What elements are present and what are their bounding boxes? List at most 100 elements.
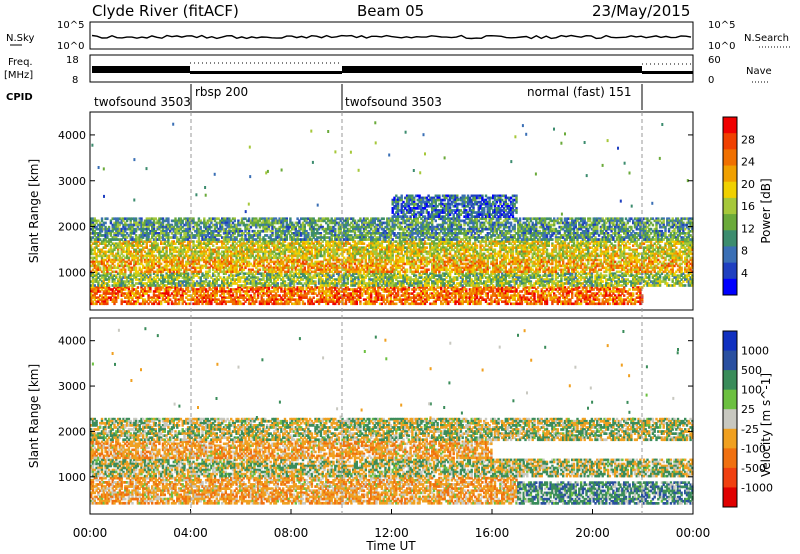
heatmap-cell <box>133 288 136 291</box>
heatmap-cell <box>431 286 434 289</box>
heatmap-cell <box>283 294 287 297</box>
heatmap-cell <box>355 300 358 303</box>
heatmap-cell <box>308 290 312 293</box>
heatmap-cell <box>400 288 403 291</box>
heatmap-cell <box>436 294 439 297</box>
heatmap-cell <box>174 296 177 299</box>
heatmap-cell <box>332 286 335 289</box>
heatmap-cell <box>287 300 290 303</box>
heatmap-cell <box>339 286 342 289</box>
heatmap-cell <box>242 286 245 289</box>
heatmap-cell <box>240 288 244 291</box>
heatmap-cell <box>274 292 278 295</box>
heatmap-cell <box>393 286 396 289</box>
heatmap-cell <box>247 298 251 301</box>
heatmap-cell <box>382 288 385 291</box>
heatmap-cell <box>145 292 148 295</box>
heatmap-cell <box>91 296 95 299</box>
heatmap-cell <box>323 300 326 303</box>
heatmap-cell <box>201 296 204 299</box>
heatmap-cell <box>102 290 105 293</box>
heatmap-cell <box>102 302 105 306</box>
heatmap-cell <box>206 292 210 295</box>
heatmap-cell <box>269 298 272 301</box>
heatmap-cell <box>186 294 190 297</box>
heatmap-cell <box>197 298 201 301</box>
heatmap-cell <box>373 292 376 295</box>
heatmap-cell <box>368 286 371 289</box>
heatmap-cell <box>208 288 211 291</box>
heatmap-cell <box>265 292 269 295</box>
heatmap-cell <box>328 296 332 299</box>
heatmap-cell <box>346 298 349 301</box>
heatmap-cell <box>113 300 116 303</box>
heatmap-cell <box>291 302 294 306</box>
heatmap-cell <box>400 286 403 289</box>
heatmap-cell <box>305 288 308 291</box>
heatmap-cell <box>330 292 333 295</box>
heatmap-cell <box>231 288 235 291</box>
heatmap-cell <box>269 300 272 303</box>
heatmap-cell <box>222 298 226 301</box>
heatmap-cell <box>344 288 348 291</box>
heatmap-cell <box>125 302 129 306</box>
heatmap-cell <box>233 290 236 293</box>
heatmap-cell <box>325 300 328 303</box>
heatmap-cell <box>131 298 134 301</box>
heatmap-cell <box>265 302 269 306</box>
heatmap-cell <box>425 298 428 301</box>
heatmap-cell <box>133 294 136 297</box>
heatmap-cell <box>283 292 287 295</box>
heatmap-cell <box>127 290 131 293</box>
heatmap-cell <box>326 288 330 291</box>
heatmap-cell <box>434 302 437 306</box>
heatmap-cell <box>418 296 421 299</box>
heatmap-cell <box>267 302 271 306</box>
heatmap-cell <box>355 294 358 297</box>
heatmap-cell <box>283 302 287 306</box>
heatmap-cell <box>118 288 122 291</box>
heatmap-cell <box>292 292 296 295</box>
heatmap-cell <box>172 294 175 297</box>
heatmap-cell <box>255 298 258 301</box>
heatmap-cell <box>346 288 349 291</box>
heatmap-cell <box>298 296 301 299</box>
station-title: Clyde River (fitACF) <box>92 2 239 20</box>
heatmap-cell <box>165 286 168 289</box>
heatmap-cell <box>273 296 276 299</box>
heatmap-cell <box>368 300 371 303</box>
heatmap-cell <box>122 300 125 303</box>
heatmap-cell <box>289 298 292 301</box>
heatmap-cell <box>386 296 389 299</box>
heatmap-cell <box>359 286 362 289</box>
heatmap-cell <box>131 302 134 306</box>
heatmap-cell <box>104 296 107 299</box>
nsearch-label: N.Search <box>744 33 789 44</box>
heatmap-cell <box>328 294 332 297</box>
heatmap-cell <box>407 298 411 301</box>
heatmap-cell <box>479 302 482 306</box>
heatmap-cell <box>321 296 324 299</box>
heatmap-cell <box>208 270 211 274</box>
heatmap-cell <box>213 290 217 293</box>
heatmap-cell <box>307 286 310 289</box>
heatmap-cell <box>538 270 542 274</box>
heatmap-cell <box>165 288 168 291</box>
heatmap-cell <box>348 296 351 299</box>
heatmap-cell <box>237 296 240 299</box>
heatmap-cell <box>298 290 301 293</box>
heatmap-cell <box>411 300 414 303</box>
heatmap-cell <box>420 302 423 306</box>
heatmap-cell <box>325 302 328 306</box>
heatmap-cell <box>271 298 274 301</box>
heatmap-cell <box>321 298 324 301</box>
heatmap-cell <box>244 292 247 295</box>
heatmap-cell <box>239 292 242 295</box>
heatmap-cell <box>190 286 193 289</box>
heatmap-cell <box>283 296 287 299</box>
heatmap-cell <box>151 296 154 299</box>
heatmap-cell <box>115 296 118 299</box>
heatmap-cell <box>134 290 138 293</box>
heatmap-cell <box>348 292 351 295</box>
heatmap-cell <box>116 286 120 289</box>
